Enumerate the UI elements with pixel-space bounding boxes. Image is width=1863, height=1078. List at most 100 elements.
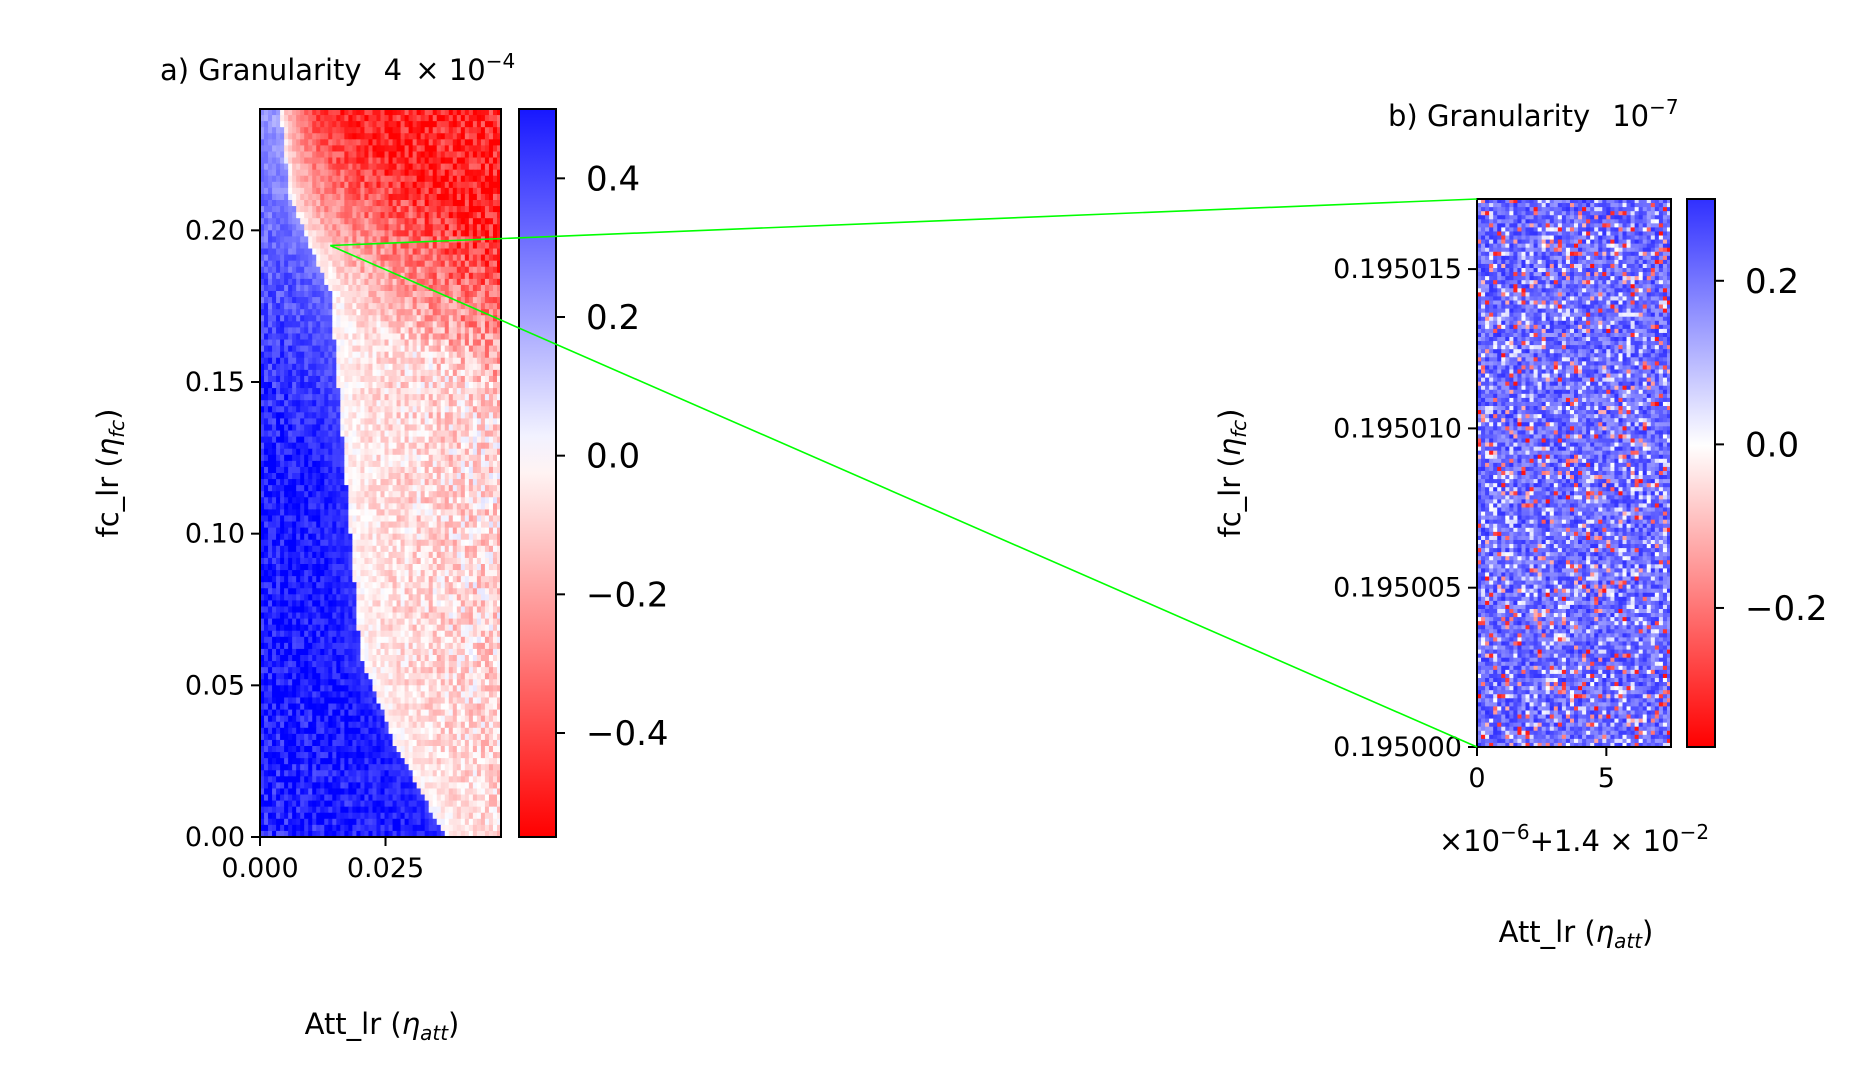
heatmap-a-cell (448, 351, 454, 359)
heatmap-a-cell (472, 303, 478, 310)
heatmap-a-cell (340, 570, 345, 577)
heatmap-a-cell (352, 260, 357, 268)
heatmap-a-cell (328, 406, 333, 413)
heatmap-a-cell (428, 406, 434, 413)
heatmap-a-cell (412, 218, 418, 225)
heatmap-a-cell (484, 460, 490, 468)
heatmap-a-cell (480, 272, 486, 280)
heatmap-a-cell (364, 212, 370, 219)
heatmap-a-cell (376, 491, 382, 498)
heatmap-a-cell (396, 503, 402, 510)
heatmap-a-cell (312, 570, 317, 577)
heatmap-a-cell (260, 284, 265, 292)
heatmap-a-cell (476, 406, 482, 413)
heatmap-a-cell (392, 466, 398, 474)
heatmap-a-cell (428, 200, 434, 207)
heatmap-a-cell (308, 509, 313, 517)
heatmap-a-cell (260, 327, 265, 335)
heatmap-a-cell (344, 418, 349, 426)
heatmap-a-cell (272, 412, 277, 419)
heatmap-a-cell (336, 115, 341, 122)
heatmap-a-cell (416, 133, 422, 140)
heatmap-a-cell (432, 327, 438, 335)
heatmap-a-cell (488, 200, 494, 207)
heatmap-a-cell (424, 309, 430, 316)
heatmap-a-cell (260, 236, 265, 244)
heatmap-a-cell (488, 430, 494, 438)
heatmap-a-cell (364, 218, 370, 225)
heatmap-a-cell (496, 272, 501, 280)
heatmap-a-cell (480, 260, 486, 268)
heatmap-a-cell (300, 327, 305, 335)
heatmap-a-cell (356, 187, 362, 195)
heatmap-a-cell (400, 139, 406, 146)
heatmap-a-cell (468, 206, 474, 213)
heatmap-a-cell (304, 466, 309, 474)
heatmap-a-cell (268, 545, 273, 553)
heatmap-a-cell (336, 151, 341, 159)
heatmap-a-cell (296, 139, 301, 146)
heatmap-a-cell (476, 576, 482, 583)
heatmap-a-cell (356, 321, 362, 328)
heatmap-a-cell (288, 382, 293, 389)
heatmap-a-cell (420, 303, 426, 310)
heatmap-a-cell (340, 272, 345, 280)
heatmap-a-cell (312, 163, 317, 171)
heatmap-a-cell (428, 127, 434, 134)
heatmap-a-cell (400, 527, 406, 535)
heatmap-a-cell (268, 351, 273, 359)
heatmap-a-cell (324, 187, 329, 195)
heatmap-a-cell (400, 442, 406, 450)
heatmap-a-cell (320, 242, 325, 250)
heatmap-a-cell (460, 321, 466, 328)
heatmap-a-cell (316, 303, 321, 310)
heatmap-a-cell (260, 600, 265, 608)
heatmap-a-cell (304, 533, 309, 541)
heatmap-a-cell (364, 109, 370, 116)
heatmap-a-cell (364, 594, 370, 601)
heatmap-a-cell (424, 109, 430, 116)
heatmap-a-cell (420, 515, 426, 523)
heatmap-a-cell (452, 206, 458, 213)
heatmap-a-cell (424, 193, 430, 201)
heatmap-a-cell (464, 406, 470, 413)
heatmap-a-cell (332, 181, 337, 189)
heatmap-a-cell (344, 272, 349, 280)
heatmap-a-cell (452, 363, 458, 371)
heatmap-a-cell (396, 545, 402, 553)
heatmap-a-cell (316, 527, 321, 535)
heatmap-a-cell (444, 527, 450, 535)
heatmap-a-cell (468, 382, 474, 389)
heatmap-a-cell (384, 564, 390, 571)
heatmap-a-cell (488, 175, 494, 183)
heatmap-a-cell (432, 230, 438, 237)
heatmap-a-cell (484, 375, 490, 383)
heatmap-a-cell (280, 139, 285, 146)
heatmap-a-cell (424, 127, 430, 134)
heatmap-a-cell (392, 351, 398, 359)
heatmap-a-cell (496, 200, 501, 207)
heatmap-a-cell (388, 175, 394, 183)
heatmap-a-cell (356, 145, 362, 153)
heatmap-a-cell (264, 163, 269, 171)
heatmap-a-cell (316, 424, 321, 432)
heatmap-a-cell (412, 321, 418, 328)
heatmap-a-cell (272, 491, 277, 498)
heatmap-a-cell (364, 357, 370, 365)
heatmap-a-cell (384, 600, 390, 608)
heatmap-a-cell (392, 139, 398, 146)
heatmap-a-cell (404, 309, 410, 316)
heatmap-a-cell (320, 212, 325, 219)
heatmap-a-cell (472, 157, 478, 165)
heatmap-a-cell (376, 527, 382, 535)
heatmap-a-cell (296, 284, 301, 292)
heatmap-a-cell (480, 400, 486, 407)
heatmap-a-cell (336, 236, 341, 244)
heatmap-a-cell (392, 509, 398, 517)
heatmap-a-cell (464, 169, 470, 177)
heatmap-a-cell (484, 242, 490, 250)
heatmap-a-cell (356, 121, 362, 128)
heatmap-a-cell (368, 394, 374, 401)
heatmap-a-cell (424, 115, 430, 122)
heatmap-a-cell (384, 394, 390, 401)
